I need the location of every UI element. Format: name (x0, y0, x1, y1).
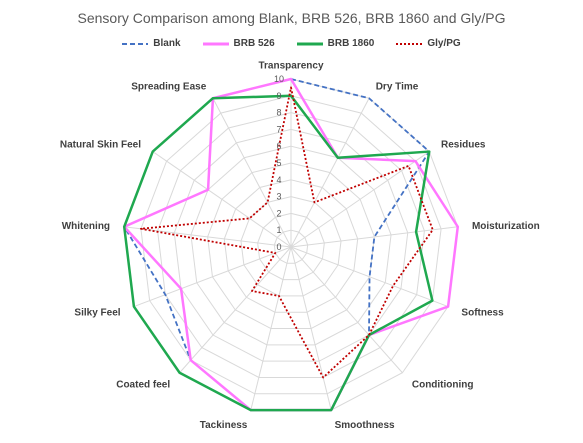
spoke-dry-time (290, 98, 370, 248)
grid-ring-5 (207, 162, 375, 330)
spoke-spreading-ease (212, 98, 292, 248)
grid-ring-2 (257, 212, 325, 281)
grid-ring-3 (240, 196, 342, 297)
axis-label-silky-feel: Silky Feel (74, 308, 120, 319)
tick-label-1: 1 (276, 225, 281, 235)
grid-ring-8 (157, 112, 425, 378)
axis-labels: Transparency Dry Time Residues Moisturizati… (60, 61, 540, 431)
axis-label-residues: Residues (441, 139, 486, 150)
series-line-gly-pg (140, 86, 434, 379)
tick-label-7: 7 (276, 124, 281, 134)
legend-swatch-brb-1860 (296, 42, 323, 45)
legend-item-brb-1860: BRB 1860 (296, 38, 375, 49)
spoke-moisturization (290, 226, 458, 248)
axis-label-coated-feel: Coated feel (116, 379, 170, 390)
axis-label-tackiness: Tackiness (200, 420, 248, 431)
tick-label-3: 3 (276, 192, 281, 202)
grid-ring-9 (140, 95, 442, 395)
radar-grid (123, 78, 459, 411)
radar-series (122, 77, 460, 412)
axis-label-whitening: Whitening (62, 221, 110, 232)
axis-label-smoothness: Smoothness (335, 420, 395, 431)
grid-ring-6 (190, 145, 392, 346)
tick-label-5: 5 (276, 158, 281, 168)
axis-label-spreading-ease: Spreading Ease (131, 82, 206, 93)
spoke-softness (290, 246, 449, 308)
tick-labels: 0 1 2 3 4 5 6 7 8 9 10 (274, 74, 284, 252)
grid-ring-4 (223, 179, 359, 313)
legend-swatch-blank (122, 42, 149, 45)
axis-label-natural-skin-feel: Natural Skin Feel (60, 139, 141, 150)
legend-item-gly-pg: Gly/PG (396, 38, 461, 49)
spoke-natural-skin-feel (152, 151, 292, 248)
spoke-silky-feel (133, 246, 292, 308)
tick-label-6: 6 (276, 141, 281, 151)
chart-title: Sensory Comparison among Blank, BRB 526,… (77, 10, 506, 26)
grid-ring-7 (173, 128, 409, 362)
axis-label-transparency: Transparency (258, 61, 323, 72)
tick-label-9: 9 (276, 91, 281, 101)
tick-label-10: 10 (274, 74, 284, 84)
spoke-whitening (124, 226, 292, 248)
grid-ring-1 (273, 229, 309, 264)
tick-label-8: 8 (276, 108, 281, 118)
legend-label-brb-526: BRB 526 (233, 38, 275, 49)
tick-label-2: 2 (276, 208, 281, 218)
legend-swatch-gly-pg (396, 42, 423, 45)
spoke-conditioning (290, 246, 403, 374)
axis-label-dry-time: Dry Time (376, 82, 419, 93)
legend-label-gly-pg: Gly/PG (427, 38, 461, 49)
spoke-smoothness (290, 246, 332, 411)
axis-label-moisturization: Moisturization (472, 221, 540, 232)
spoke-tackiness (250, 246, 292, 411)
spoke-residues (290, 151, 430, 248)
axis-label-softness: Softness (461, 308, 504, 319)
spoke-coated-feel (179, 246, 292, 374)
legend-swatch-brb-526 (202, 42, 229, 45)
legend-label-brb-1860: BRB 1860 (327, 38, 375, 49)
series-line-brb-1860 (122, 94, 434, 412)
axis-label-conditioning: Conditioning (412, 379, 474, 390)
legend-item-blank: Blank (122, 38, 181, 49)
legend-label-blank: Blank (153, 38, 181, 49)
legend-item-brb-526: BRB 526 (202, 38, 275, 49)
tick-label-4: 4 (276, 175, 281, 185)
tick-label-0: 0 (276, 242, 281, 252)
legend: Blank BRB 526 BRB 1860 Gly/PG (0, 38, 583, 49)
